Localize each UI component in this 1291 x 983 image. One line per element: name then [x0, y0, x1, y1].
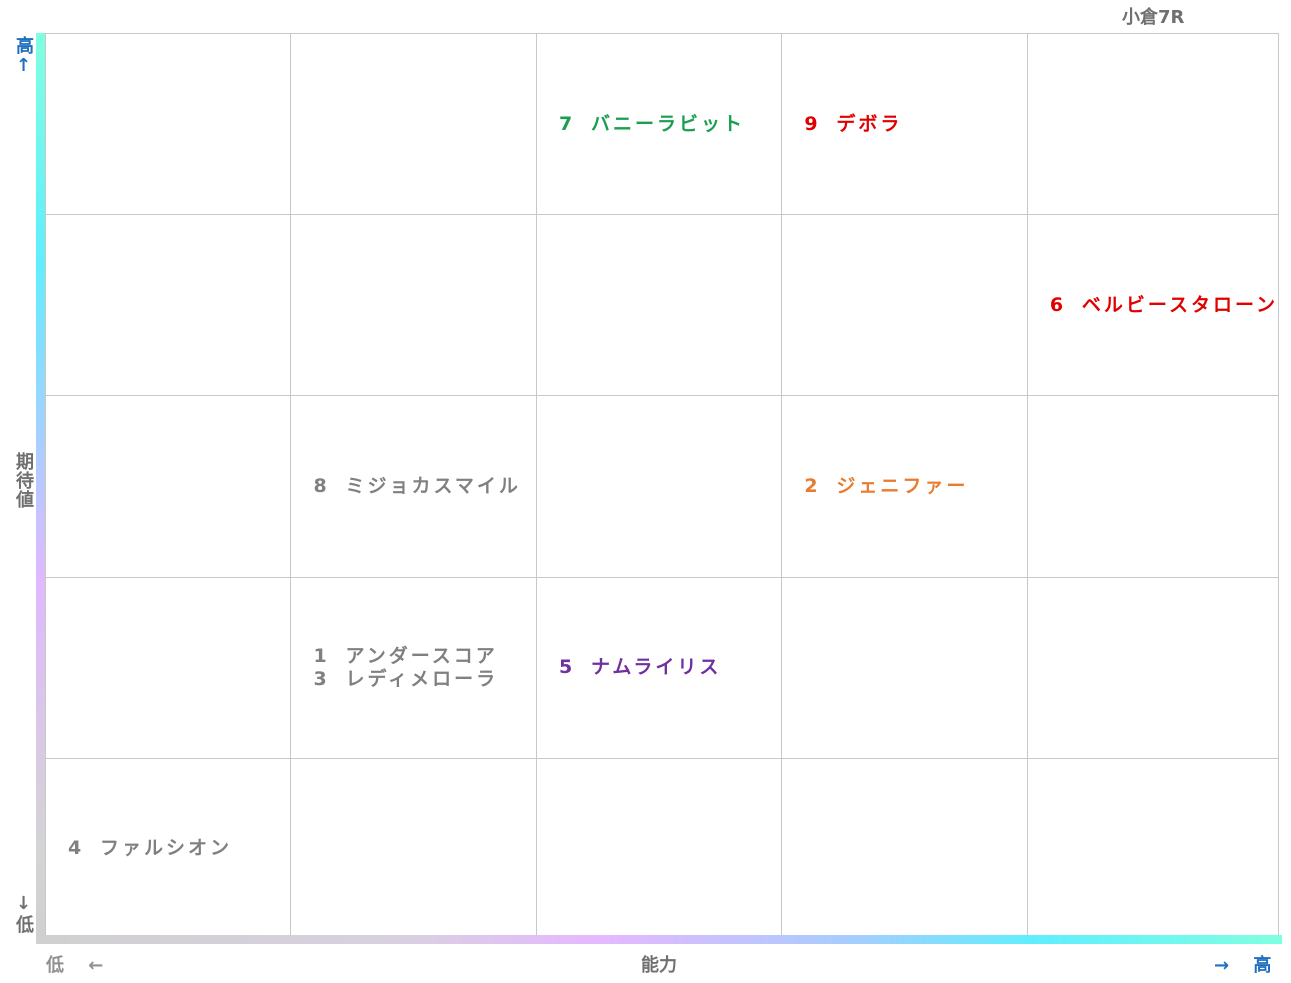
- horse-number: 5: [558, 656, 576, 679]
- horse-entry: 9 デボラ: [804, 113, 1026, 136]
- grid-cell: [781, 577, 1027, 759]
- grid-cell: 1 アンダースコア 3 レディメローラ: [290, 577, 536, 759]
- horse-number: 4: [68, 837, 85, 860]
- grid-cell: [290, 34, 536, 216]
- horse-entry: 5 ナムライリス: [559, 656, 781, 679]
- grid-cell: [45, 34, 291, 216]
- grid-cell: [535, 396, 782, 578]
- grid-cell: [1026, 577, 1278, 759]
- y-axis-low: ↓低: [13, 893, 34, 934]
- horse-name: ジェニファー: [836, 474, 969, 497]
- grid-cell: [45, 215, 291, 397]
- grid-cell: [535, 758, 782, 940]
- grid-cell: 8 ミジョカスマイル: [290, 396, 536, 578]
- grid-cell: 9 デボラ: [781, 34, 1027, 216]
- grid-cell: 7 バニーラビット: [535, 34, 782, 216]
- grid-cell: 6 ベルビースタローン: [1026, 215, 1278, 397]
- grid-cell: [45, 577, 291, 759]
- horse-entry: 8 ミジョカスマイル: [313, 475, 535, 498]
- grid-cell: 5 ナムライリス: [535, 577, 782, 759]
- y-axis-label: 期待値: [13, 452, 34, 509]
- grid-cell: [1026, 396, 1278, 578]
- horse-entry: 7 バニーラビット: [559, 113, 781, 136]
- grid-cell: [1026, 758, 1278, 940]
- horse-name: ミジョカスマイル: [345, 474, 521, 497]
- horse-entry: 6 ベルビースタローン: [1050, 294, 1278, 317]
- horse-name: デボラ: [836, 112, 903, 135]
- horse-entry: 1 アンダースコア: [313, 645, 535, 668]
- horse-entry: 4 ファルシオン: [68, 837, 290, 860]
- grid-cell: [45, 396, 291, 578]
- grid-cell: [535, 215, 782, 397]
- matrix-grid: 7 バニーラビット 9 デボラ 6 ベルビースタローン 8 ミジョカスマイル 2 ジェニファー 1 ア…: [45, 33, 1279, 940]
- grid-cell: [290, 215, 536, 397]
- grid-cell: [1026, 34, 1278, 216]
- grid-cell: 2 ジェニファー: [781, 396, 1027, 578]
- x-axis-low: 低 ←: [46, 955, 104, 976]
- horse-name: ナムライリス: [590, 656, 722, 679]
- horse-entry: 3 レディメローラ: [313, 668, 535, 691]
- grid-cell: [290, 758, 536, 940]
- grid-cell: 4 ファルシオン: [45, 758, 291, 940]
- horse-number: 3: [313, 667, 330, 690]
- grid-cell: [781, 215, 1027, 397]
- x-axis-bar: [36, 935, 1282, 944]
- x-axis-high: → 高: [1214, 955, 1272, 976]
- horse-number: 9: [804, 112, 821, 135]
- y-axis-bar: [36, 33, 45, 943]
- horse-name: ベルビースタローン: [1081, 293, 1278, 316]
- title: 小倉7R: [1122, 7, 1185, 28]
- x-axis-label: 能力: [641, 955, 677, 976]
- horse-entry: 2 ジェニファー: [804, 475, 1026, 498]
- grid-cell: [781, 758, 1027, 940]
- y-axis-high: 高↑: [13, 36, 34, 77]
- horse-number: 8: [313, 474, 330, 497]
- horse-name: レディメローラ: [345, 667, 499, 690]
- horse-number: 2: [804, 474, 821, 497]
- horse-number: 6: [1049, 293, 1067, 316]
- horse-name: バニーラビット: [590, 112, 745, 135]
- horse-number: 1: [313, 644, 330, 667]
- horse-name: ファルシオン: [100, 837, 233, 860]
- horse-number: 7: [558, 112, 576, 135]
- horse-name: アンダースコア: [345, 644, 498, 667]
